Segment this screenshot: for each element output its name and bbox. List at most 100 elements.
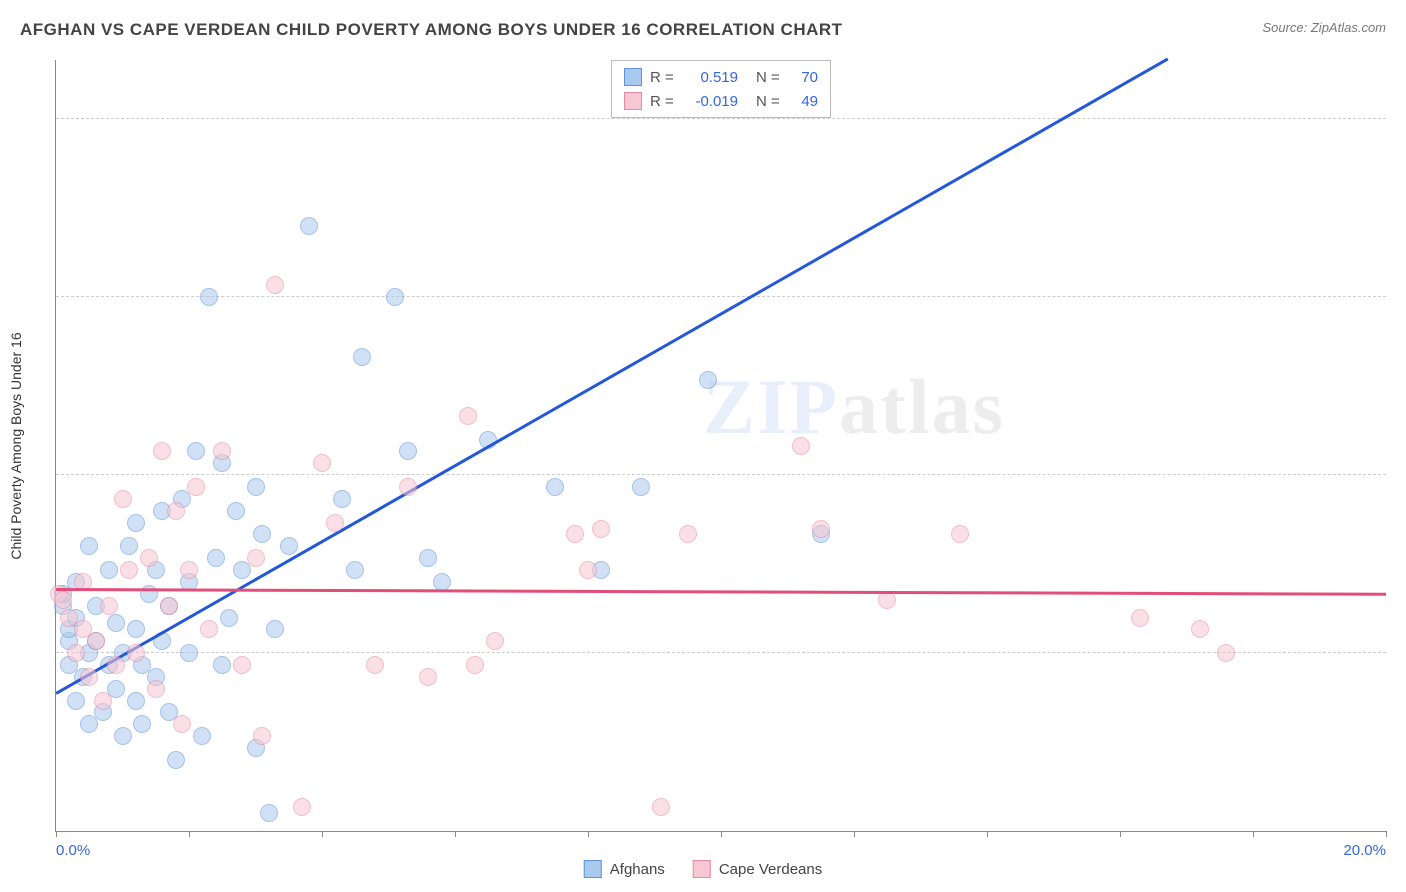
watermark-atlas: atlas [839,363,1005,450]
data-point [466,656,484,674]
data-point [200,288,218,306]
x-tick-label: 20.0% [1343,842,1386,859]
gridline-h [56,652,1386,653]
data-point [346,561,364,579]
data-point [699,371,717,389]
stat-n-label: N = [756,69,782,86]
data-point [399,442,417,460]
data-point [187,442,205,460]
data-point [951,525,969,543]
data-point [419,668,437,686]
data-point [94,692,112,710]
x-tick [1120,831,1121,837]
x-tick [987,831,988,837]
data-point [247,478,265,496]
data-point [133,715,151,733]
data-point [173,715,191,733]
watermark-zip: ZIP [703,363,839,450]
data-point [333,490,351,508]
series-swatch [624,92,642,110]
stat-r-label: R = [650,69,676,86]
data-point [107,614,125,632]
data-point [167,751,185,769]
legend-label: Afghans [610,861,665,878]
data-point [386,288,404,306]
data-point [247,549,265,567]
y-tick-label: 45.0% [1391,289,1406,306]
data-point [326,514,344,532]
data-point [80,668,98,686]
data-point [167,502,185,520]
data-point [153,442,171,460]
x-tick [322,831,323,837]
data-point [67,644,85,662]
chart-area: Child Poverty Among Boys Under 16 ZIPatl… [55,60,1386,832]
data-point [433,573,451,591]
data-point [127,692,145,710]
bottom-legend: Afghans Cape Verdeans [584,860,822,878]
data-point [266,620,284,638]
legend-swatch [584,860,602,878]
data-point [253,525,271,543]
data-point [459,407,477,425]
data-point [120,561,138,579]
stat-r-label: R = [650,93,676,110]
legend-label: Cape Verdeans [719,861,822,878]
data-point [253,727,271,745]
data-point [632,478,650,496]
data-point [1191,620,1209,638]
data-point [160,597,178,615]
y-tick-label: 30.0% [1391,467,1406,484]
data-point [54,591,72,609]
data-point [353,348,371,366]
data-point [227,502,245,520]
data-point [266,276,284,294]
data-point [792,437,810,455]
data-point [187,478,205,496]
x-tick [189,831,190,837]
legend-swatch [693,860,711,878]
series-swatch [624,68,642,86]
source-label: Source: ZipAtlas.com [1262,20,1386,40]
data-point [180,644,198,662]
data-point [193,727,211,745]
stat-n-value: 49 [790,93,818,110]
data-point [592,520,610,538]
data-point [233,656,251,674]
gridline-h [56,118,1386,119]
data-point [100,597,118,615]
legend-item: Cape Verdeans [693,860,822,878]
data-point [679,525,697,543]
x-tick [854,831,855,837]
stat-r-value: -0.019 [684,93,738,110]
data-point [180,561,198,579]
data-point [280,537,298,555]
data-point [399,478,417,496]
y-axis-label: Child Poverty Among Boys Under 16 [8,332,24,559]
data-point [213,656,231,674]
data-point [107,656,125,674]
data-point [313,454,331,472]
x-tick-label: 0.0% [56,842,90,859]
data-point [579,561,597,579]
data-point [207,549,225,567]
x-tick [56,831,57,837]
data-point [220,609,238,627]
data-point [652,798,670,816]
data-point [87,632,105,650]
data-point [486,632,504,650]
data-point [80,537,98,555]
data-point [127,644,145,662]
data-point [293,798,311,816]
data-point [366,656,384,674]
data-point [1131,609,1149,627]
stat-n-value: 70 [790,69,818,86]
x-tick [721,831,722,837]
data-point [812,520,830,538]
data-point [120,537,138,555]
x-tick [455,831,456,837]
trend-line [56,588,1386,595]
stat-r-value: 0.519 [684,69,738,86]
gridline-h [56,474,1386,475]
data-point [140,549,158,567]
